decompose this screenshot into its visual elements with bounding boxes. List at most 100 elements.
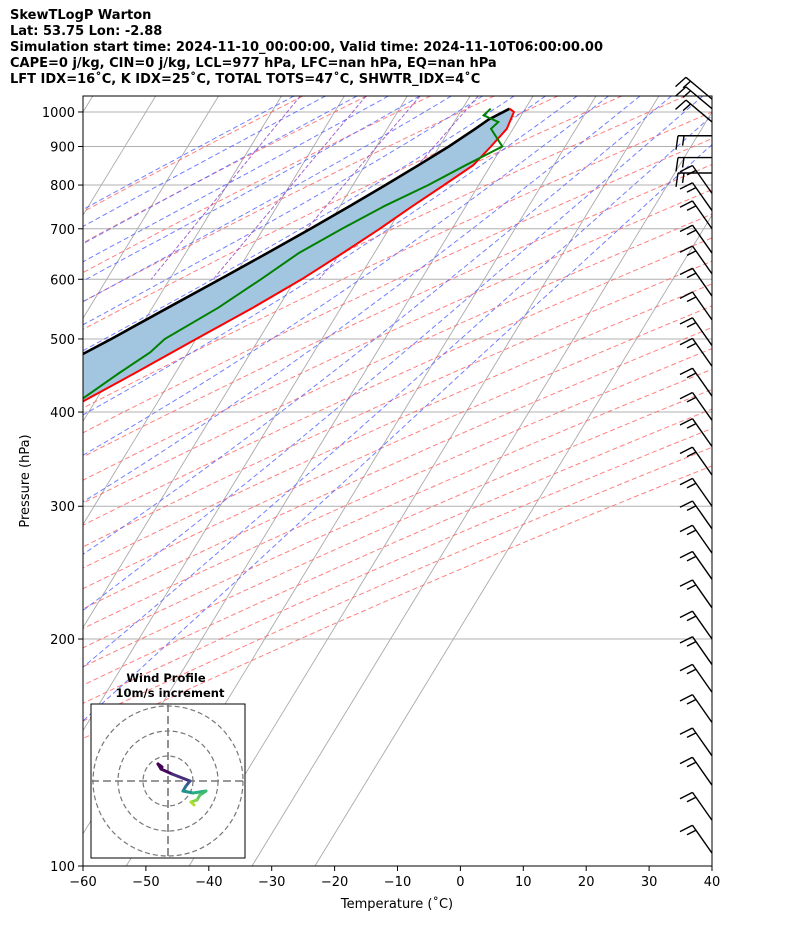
index-line: LFT IDX=16˚C, K IDX=25˚C, TOTAL TOTS=47˚… [10, 72, 481, 87]
wind-barb [679, 500, 713, 530]
moist-adiabat-line [83, 96, 546, 381]
wind-barb [679, 164, 713, 194]
wind-barb [679, 579, 713, 609]
dry-adiabat-line [83, 96, 495, 302]
moist-adiabat-line [83, 96, 483, 326]
x-tick-label: −50 [132, 875, 159, 890]
moist-adiabat-line [83, 115, 712, 668]
y-tick-label: 900 [50, 140, 75, 155]
dry-adiabat-line [83, 237, 712, 526]
dry-adiabat-line [83, 283, 712, 569]
wind-barb [679, 337, 713, 367]
y-tick-label: 700 [50, 223, 75, 238]
wind-barb [679, 550, 713, 580]
isotherm-line [83, 96, 219, 320]
dry-adiabat-line [83, 138, 712, 434]
mixing-ratio-line [213, 96, 367, 280]
wind-barb [675, 172, 712, 187]
isotherm-line [314, 214, 712, 866]
wind-barb [675, 76, 713, 100]
moist-adiabat-line [83, 96, 358, 245]
x-tick-label: −20 [321, 875, 348, 890]
wind-barb [679, 524, 713, 554]
isotherm-line [83, 96, 282, 423]
wind-barb [679, 694, 713, 723]
moist-adiabat-line [83, 96, 609, 456]
x-tick-label: 0 [456, 875, 464, 890]
dry-adiabat-line [83, 96, 686, 384]
wind-barb [679, 610, 713, 640]
wind-barb [679, 317, 713, 346]
dry-adiabat-line [83, 96, 559, 330]
parcel-profile-line [83, 107, 511, 356]
wind-barb [679, 200, 713, 230]
dry-adiabat-line [83, 189, 712, 481]
dry-adiabat-line [83, 213, 712, 504]
moist-adiabat-line [83, 96, 578, 416]
y-tick-label: 1000 [42, 106, 75, 121]
dry-adiabat-line [83, 446, 712, 722]
wind-barb [679, 182, 713, 211]
moist-adiabat-line [83, 143, 712, 722]
x-tick-label: 10 [515, 875, 532, 890]
wind-barb [679, 477, 713, 507]
x-tick-label: −30 [258, 875, 285, 890]
y-axis-label: Pressure (hPa) [18, 434, 33, 527]
chart-title: SkewTLogP Warton [10, 8, 152, 23]
dry-adiabat-line [83, 368, 712, 649]
dewpoint-line [83, 107, 504, 400]
wind-barb [675, 156, 712, 172]
dry-adiabat-line [83, 408, 712, 686]
hodograph-segment [181, 789, 195, 795]
inset-subtitle: 10m/s increment [116, 686, 225, 700]
x-tick-label: 30 [641, 875, 658, 890]
x-tick-label: 20 [578, 875, 595, 890]
mixing-ratio-line [263, 96, 421, 280]
moist-adiabat-line [83, 96, 515, 352]
hodograph-segment [189, 800, 196, 807]
wind-barb [679, 267, 713, 297]
wind-barb [679, 224, 713, 254]
wind-barb [679, 446, 713, 476]
moist-adiabat-line [83, 96, 704, 612]
y-tick-label: 600 [50, 273, 75, 288]
y-tick-label: 200 [50, 633, 75, 648]
wind-barb [679, 291, 713, 321]
inset-title: Wind Profile [126, 671, 206, 685]
wind-barb [679, 636, 713, 665]
mixing-ratio-line [150, 96, 301, 280]
y-tick-label: 100 [50, 860, 75, 875]
x-tick-label: −10 [384, 875, 411, 890]
cape-line: CAPE=0 j/kg, CIN=0 j/kg, LCL=977 hPa, LF… [10, 56, 497, 71]
wind-barb [679, 791, 713, 821]
wind-barb [679, 245, 713, 275]
wind-barb [679, 824, 713, 854]
wind-barb [679, 391, 713, 421]
isotherm-line [83, 96, 471, 732]
isotherm-line [251, 111, 712, 866]
moist-adiabat-line [83, 96, 452, 303]
temperature-line [83, 107, 516, 403]
time-line: Simulation start time: 2024-11-10_00:00:… [10, 40, 603, 55]
moist-adiabat-line [83, 96, 641, 503]
wind-barb [679, 727, 713, 757]
y-tick-label: 800 [50, 179, 75, 194]
x-axis-label: Temperature (˚C) [340, 896, 453, 912]
location-line: Lat: 53.75 Lon: -2.88 [10, 24, 163, 39]
x-tick-label: −60 [69, 875, 96, 890]
wind-barb [675, 135, 712, 150]
wind-barb [675, 99, 713, 123]
y-tick-label: 300 [50, 500, 75, 515]
wind-barb [679, 418, 713, 447]
chart-header: SkewTLogP Warton Lat: 53.75 Lon: -2.88 S… [10, 8, 603, 88]
x-tick-label: −40 [195, 875, 222, 890]
cin-shaded-area [83, 108, 514, 402]
wind-barb [679, 756, 713, 786]
isotherm-line [83, 96, 94, 113]
moist-adiabat-line [83, 96, 421, 282]
isotherm-line [188, 96, 660, 866]
y-tick-label: 400 [50, 406, 75, 421]
dry-adiabat-line [83, 96, 304, 213]
dry-adiabat-line [83, 326, 712, 610]
